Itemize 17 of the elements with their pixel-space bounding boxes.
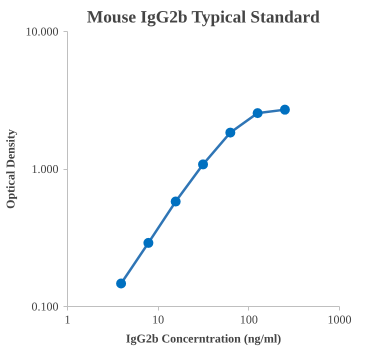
x-tick-label: 10 — [152, 312, 164, 326]
x-axis-title: IgG2b Concerntration (ng/ml) — [126, 332, 282, 346]
x-tick-label: 1 — [64, 312, 70, 326]
point — [170, 196, 181, 207]
y-tick-label: 1.000 — [32, 162, 58, 176]
point — [252, 108, 263, 118]
x-tick-label: 100 — [240, 312, 258, 326]
point — [116, 278, 126, 288]
y-axis-title: Optical Density — [4, 129, 18, 209]
point — [143, 238, 154, 248]
point — [280, 104, 290, 115]
point — [225, 128, 236, 138]
point — [198, 159, 208, 170]
x-tick-label: 1000 — [328, 312, 352, 326]
chart-title: Mouse IgG2b Typical Standard — [86, 8, 320, 26]
y-tick-label: 10.000 — [26, 24, 58, 38]
y-tick-label: 0.100 — [32, 300, 58, 314]
